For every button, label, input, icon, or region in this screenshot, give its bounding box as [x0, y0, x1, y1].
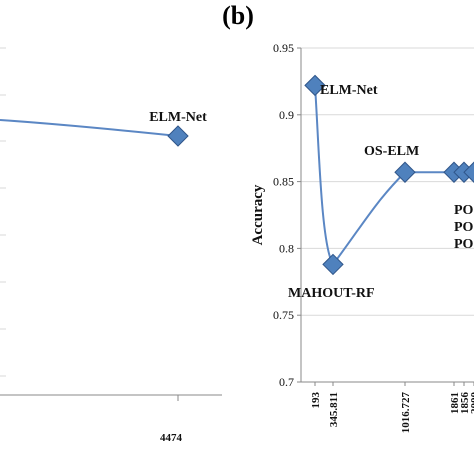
right-y-tick-label: 0.9 — [279, 108, 294, 122]
right-annotation-label: MAHOUT-RF — [288, 286, 375, 301]
left-series-line — [0, 119, 179, 137]
right-x-tick-label: 193 — [310, 392, 322, 409]
right-data-point — [463, 161, 474, 183]
left-annotation-label: ELM-Net — [149, 110, 207, 125]
left-x-tick-label: 4474 — [160, 432, 183, 444]
right-y-tick-label: 0.8 — [279, 241, 294, 255]
right-y-tick-label: 0.7 — [279, 375, 294, 389]
right-annotation-label: ELM-Net — [320, 83, 378, 98]
right-y-axis-title: Accuracy — [250, 184, 266, 245]
right-annotation-label: PO — [454, 237, 474, 252]
right-y-tick-label: 0.75 — [273, 308, 294, 322]
right-x-tick-label: 1856 — [459, 392, 471, 415]
right-annotation-label: OS-ELM — [364, 144, 419, 159]
right-data-point — [304, 74, 326, 97]
right-x-tick-label: 1016.727 — [400, 392, 412, 434]
panel-label: (b) — [222, 1, 254, 30]
right-x-tick-label: 345.811 — [328, 392, 340, 427]
right-x-tick-label: 2000 — [469, 392, 474, 415]
right-data-point — [322, 253, 344, 276]
right-annotation-label: PO — [454, 203, 474, 218]
right-x-tick-label: 1861 — [449, 392, 461, 414]
right-y-tick-label: 0.85 — [273, 175, 294, 189]
left-data-point — [167, 125, 189, 147]
right-data-point — [394, 161, 416, 183]
right-y-tick-label: 0.95 — [273, 41, 294, 55]
right-annotation-label: PO — [454, 220, 474, 235]
